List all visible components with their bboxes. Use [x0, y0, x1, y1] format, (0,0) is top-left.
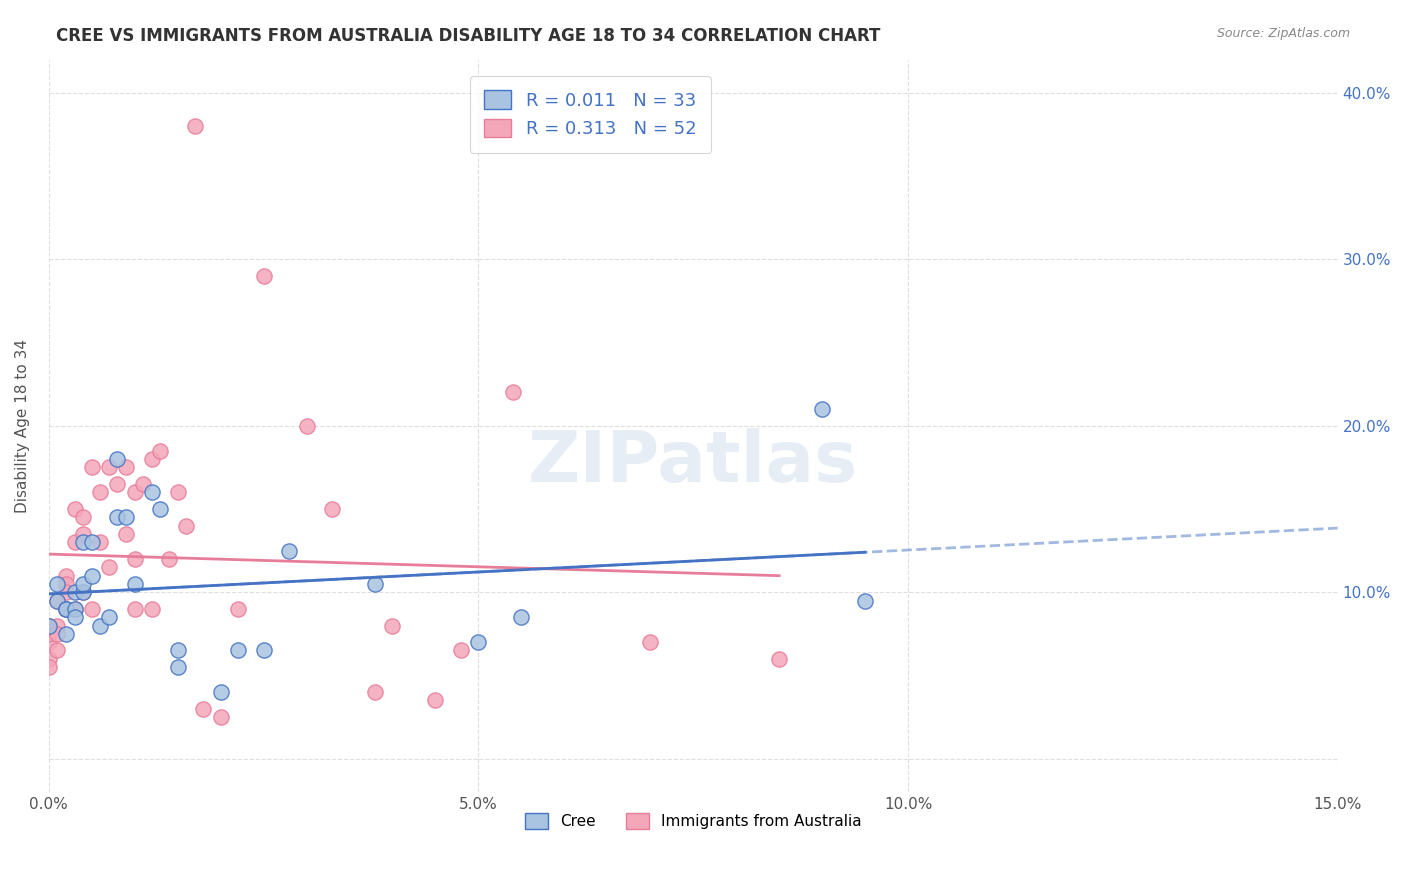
Point: [115, 510, 138, 524]
Point: [166, 485, 188, 500]
Point: [364, 685, 387, 699]
Point: [38, 618, 60, 632]
Point: [72, 527, 94, 541]
Point: [72, 577, 94, 591]
Point: [115, 460, 138, 475]
Point: [80, 602, 103, 616]
Point: [46, 627, 69, 641]
Point: [89, 618, 111, 632]
Point: [80, 460, 103, 475]
Point: [107, 452, 129, 467]
Point: [252, 268, 274, 283]
Point: [63, 602, 86, 616]
Point: [80, 568, 103, 582]
Point: [124, 485, 146, 500]
Point: [46, 593, 69, 607]
Point: [141, 452, 163, 467]
Point: [55, 602, 77, 616]
Point: [46, 593, 69, 607]
Point: [38, 618, 60, 632]
Point: [124, 552, 146, 566]
Point: [811, 402, 834, 417]
Point: [72, 585, 94, 599]
Point: [38, 660, 60, 674]
Point: [55, 568, 77, 582]
Point: [63, 602, 86, 616]
Point: [450, 643, 472, 657]
Point: [38, 627, 60, 641]
Point: [55, 577, 77, 591]
Point: [166, 660, 188, 674]
Point: [226, 643, 249, 657]
Point: [502, 385, 524, 400]
Point: [124, 602, 146, 616]
Point: [184, 119, 207, 133]
Point: [278, 543, 301, 558]
Point: [63, 502, 86, 516]
Point: [510, 610, 533, 624]
Point: [46, 618, 69, 632]
Point: [55, 585, 77, 599]
Point: [149, 443, 172, 458]
Y-axis label: Disability Age 18 to 34: Disability Age 18 to 34: [15, 339, 30, 513]
Point: [89, 535, 111, 549]
Point: [89, 485, 111, 500]
Point: [97, 460, 120, 475]
Point: [209, 685, 232, 699]
Point: [80, 535, 103, 549]
Point: [166, 643, 188, 657]
Point: [295, 418, 318, 433]
Point: [72, 585, 94, 599]
Point: [252, 643, 274, 657]
Point: [141, 485, 163, 500]
Point: [46, 643, 69, 657]
Point: [132, 477, 155, 491]
Text: CREE VS IMMIGRANTS FROM AUSTRALIA DISABILITY AGE 18 TO 34 CORRELATION CHART: CREE VS IMMIGRANTS FROM AUSTRALIA DISABI…: [56, 27, 880, 45]
Point: [107, 510, 129, 524]
Point: [63, 610, 86, 624]
Point: [638, 635, 661, 649]
Point: [55, 627, 77, 641]
Point: [149, 502, 172, 516]
Point: [63, 535, 86, 549]
Point: [107, 477, 129, 491]
Point: [425, 693, 447, 707]
Text: ZIPatlas: ZIPatlas: [529, 428, 858, 497]
Point: [63, 585, 86, 599]
Point: [55, 602, 77, 616]
Text: Source: ZipAtlas.com: Source: ZipAtlas.com: [1216, 27, 1350, 40]
Point: [853, 593, 876, 607]
Point: [97, 610, 120, 624]
Point: [124, 577, 146, 591]
Point: [38, 635, 60, 649]
Point: [72, 535, 94, 549]
Point: [38, 652, 60, 666]
Point: [115, 527, 138, 541]
Point: [226, 602, 249, 616]
Point: [157, 552, 180, 566]
Legend: Cree, Immigrants from Australia: Cree, Immigrants from Australia: [519, 807, 868, 836]
Point: [72, 510, 94, 524]
Point: [193, 702, 215, 716]
Point: [174, 518, 197, 533]
Point: [97, 560, 120, 574]
Point: [321, 502, 343, 516]
Point: [381, 618, 404, 632]
Point: [209, 710, 232, 724]
Point: [141, 602, 163, 616]
Point: [768, 652, 790, 666]
Point: [364, 577, 387, 591]
Point: [46, 577, 69, 591]
Point: [467, 635, 489, 649]
Point: [55, 602, 77, 616]
